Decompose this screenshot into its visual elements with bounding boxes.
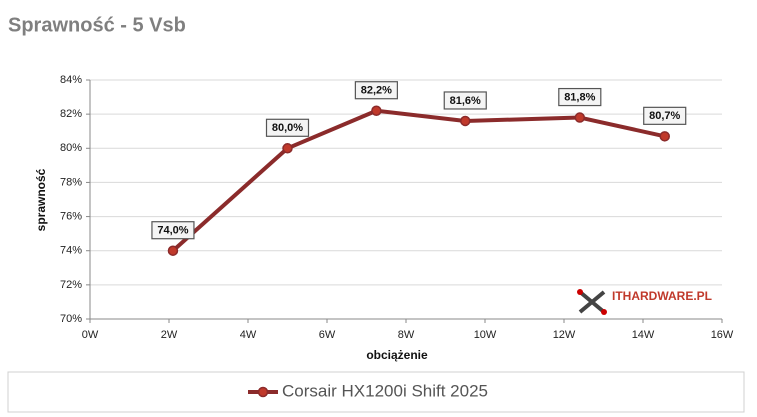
data-label: 81,6% xyxy=(450,95,481,107)
data-label-box xyxy=(354,81,398,100)
x-tick-label: 4W xyxy=(240,329,257,341)
y-tick-label: 70% xyxy=(60,313,82,325)
y-axis-label: sprawność xyxy=(34,168,48,231)
x-tick-label: 12W xyxy=(553,329,576,341)
point xyxy=(167,245,179,256)
data-label-box xyxy=(151,221,195,240)
x-tick-label: 0W xyxy=(82,329,99,341)
point xyxy=(371,105,382,116)
point xyxy=(659,131,670,142)
data-label-box xyxy=(265,118,310,137)
x-tick-label: 2W xyxy=(161,329,178,341)
x-tick-label: 14W xyxy=(632,329,655,341)
data-label: 82,2% xyxy=(361,85,392,97)
y-tick-label: 80% xyxy=(60,142,82,154)
x-tick-label: 6W xyxy=(319,329,336,341)
data-label: 81,8% xyxy=(564,91,595,103)
data-label-box xyxy=(443,91,487,110)
point xyxy=(460,115,471,127)
y-tick-label: 82% xyxy=(60,108,82,120)
point xyxy=(574,112,586,123)
x-tick-label: 16W xyxy=(711,329,734,341)
watermark-logo xyxy=(577,289,607,315)
watermark: ITHARDWARE.PL xyxy=(612,289,712,303)
y-tick-label: 76% xyxy=(60,210,82,222)
data-label-box xyxy=(558,87,602,107)
legend-label: Corsair HX1200i Shift 2025 xyxy=(282,381,488,400)
point xyxy=(282,143,293,154)
data-label: 80,7% xyxy=(649,110,680,122)
y-tick-label: 72% xyxy=(60,279,82,291)
legend-box xyxy=(7,371,745,413)
data-label-box xyxy=(643,106,687,125)
chart-title: Sprawność - 5 Vsb xyxy=(8,14,186,36)
legend-marker xyxy=(257,386,269,398)
series-line xyxy=(171,108,666,253)
data-label: 80,0% xyxy=(272,122,303,134)
x-tick-label: 10W xyxy=(474,329,497,341)
x-axis-label: obciążenie xyxy=(366,348,428,362)
y-tick-label: 78% xyxy=(60,176,82,188)
x-tick-label: 8W xyxy=(398,329,415,341)
y-tick-label: 74% xyxy=(60,245,82,257)
y-tick-label: 84% xyxy=(60,74,82,86)
data-label: 74,0% xyxy=(157,225,188,237)
